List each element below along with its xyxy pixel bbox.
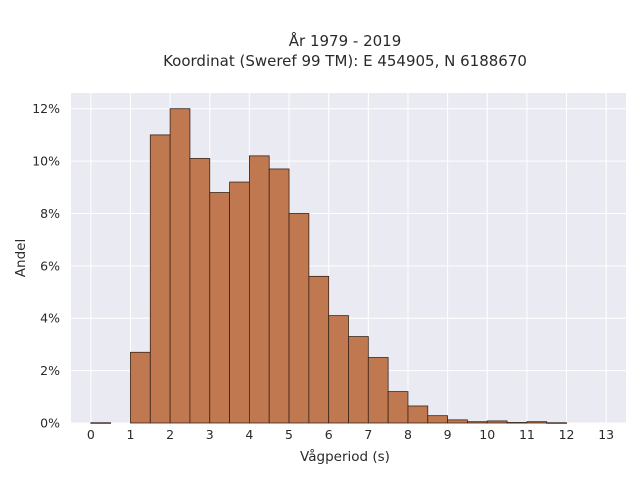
x-tick-label-9: 9 bbox=[444, 427, 452, 442]
histogram-bar-16 bbox=[427, 415, 449, 424]
histogram-bar-2 bbox=[149, 134, 171, 424]
y-tick-labels: 0% 2% 4% 6% 8% 10% 12% bbox=[32, 101, 60, 430]
histogram-bar-22 bbox=[546, 422, 567, 424]
x-tick-label-1: 1 bbox=[126, 427, 134, 442]
y-tick-label-6: 12% bbox=[32, 101, 60, 116]
x-tick-label-2: 2 bbox=[166, 427, 174, 442]
histogram-bar-3 bbox=[169, 108, 191, 424]
y-tick-label-5: 10% bbox=[32, 154, 60, 169]
x-tick-label-6: 6 bbox=[325, 427, 333, 442]
x-tick-label-3: 3 bbox=[206, 427, 214, 442]
chart-subtitle: Koordinat (Sweref 99 TM): E 454905, N 61… bbox=[163, 52, 527, 70]
histogram-bar-13 bbox=[367, 357, 389, 424]
x-tick-label-4: 4 bbox=[245, 427, 253, 442]
histogram-bar-12 bbox=[348, 336, 369, 424]
y-tick-label-4: 8% bbox=[40, 206, 60, 221]
x-tick-label-7: 7 bbox=[364, 427, 372, 442]
histogram-bar-5 bbox=[209, 192, 230, 424]
histogram-bar-20 bbox=[506, 422, 528, 424]
histogram-bar-18 bbox=[467, 421, 488, 424]
x-tick-label-10: 10 bbox=[479, 427, 495, 442]
y-tick-label-2: 4% bbox=[40, 311, 60, 326]
chart-title: År 1979 - 2019 bbox=[289, 31, 402, 50]
histogram-bar-4 bbox=[189, 158, 211, 424]
histogram-bar-17 bbox=[447, 419, 468, 424]
x-tick-label-11: 11 bbox=[519, 427, 535, 442]
histogram-bar-10 bbox=[308, 275, 330, 424]
histogram-bar-11 bbox=[328, 315, 349, 424]
histogram-bar-9 bbox=[288, 213, 310, 424]
histogram-bar-14 bbox=[387, 391, 409, 424]
x-tick-label-12: 12 bbox=[559, 427, 575, 442]
histogram-bars bbox=[90, 108, 567, 424]
histogram-bar-1 bbox=[130, 351, 151, 424]
y-axis-label: Andel bbox=[13, 239, 29, 277]
y-tick-label-1: 2% bbox=[40, 363, 60, 378]
histogram-bar-6 bbox=[229, 181, 250, 424]
y-tick-label-0: 0% bbox=[40, 416, 60, 431]
histogram-bar-0 bbox=[90, 422, 112, 424]
y-tick-label-3: 6% bbox=[40, 258, 60, 273]
histogram-bar-15 bbox=[407, 405, 429, 424]
histogram-bar-7 bbox=[248, 155, 270, 424]
histogram-bar-19 bbox=[486, 420, 508, 424]
x-axis-label: Vågperiod (s) bbox=[300, 448, 390, 465]
x-tick-label-0: 0 bbox=[87, 427, 95, 442]
x-tick-label-8: 8 bbox=[404, 427, 412, 442]
x-tick-label-5: 5 bbox=[285, 427, 293, 442]
x-tick-labels: 0 1 2 3 4 5 6 7 8 9 10 11 12 13 bbox=[87, 427, 614, 442]
x-tick-label-13: 13 bbox=[598, 427, 614, 442]
histogram-bar-21 bbox=[526, 421, 548, 424]
histogram-bar-8 bbox=[268, 168, 290, 424]
